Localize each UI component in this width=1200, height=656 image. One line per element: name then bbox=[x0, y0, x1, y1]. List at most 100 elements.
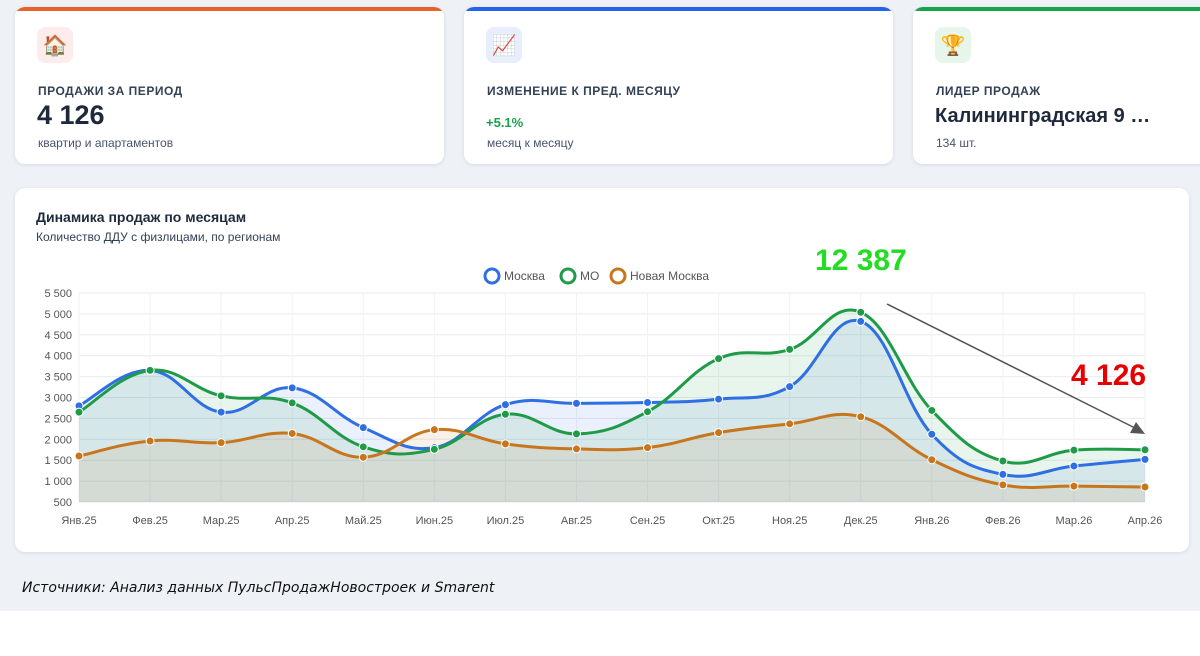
data-point-new-moscow bbox=[500, 439, 510, 449]
kpi-value: +5.1% bbox=[486, 115, 524, 130]
x-tick-label: Апр.26 bbox=[1128, 515, 1163, 527]
legend-marker-new-moscow bbox=[609, 267, 627, 285]
data-point-moscow bbox=[856, 316, 866, 326]
legend-marker-moscow bbox=[483, 267, 501, 285]
x-tick-label: Авг.25 bbox=[561, 515, 592, 527]
data-point-mo bbox=[145, 365, 155, 375]
series-area-new-moscow bbox=[79, 414, 1145, 502]
chart-card: Динамика продаж по месяцам Количество ДД… bbox=[15, 188, 1189, 552]
y-tick-label: 500 bbox=[54, 497, 72, 509]
x-tick-label: Фев.26 bbox=[985, 515, 1021, 527]
data-point-mo bbox=[358, 442, 368, 452]
data-point-mo bbox=[1069, 445, 1079, 455]
x-tick-label: Июл.25 bbox=[487, 515, 525, 527]
x-tick-label: Фев.25 bbox=[132, 515, 168, 527]
kpi-subtitle: квартир и апартаментов bbox=[38, 136, 174, 150]
data-point-moscow bbox=[643, 398, 653, 408]
y-tick-label: 2 000 bbox=[44, 434, 72, 446]
chart-subtitle: Количество ДДУ с физлицами, по регионам bbox=[36, 230, 281, 244]
data-point-new-moscow bbox=[1069, 481, 1079, 491]
data-point-new-moscow bbox=[1140, 482, 1150, 492]
kpi-label: ПРОДАЖИ ЗА ПЕРИОД bbox=[38, 84, 183, 98]
chart-up-icon: 📈 bbox=[486, 27, 522, 63]
data-point-mo bbox=[500, 409, 510, 419]
data-point-mo bbox=[216, 391, 226, 401]
x-tick-label: Окт.25 bbox=[702, 515, 735, 527]
data-point-moscow bbox=[216, 407, 226, 417]
card-accent-bar bbox=[464, 7, 893, 11]
x-tick-label: Ноя.25 bbox=[772, 515, 807, 527]
kpi-card-sales: 🏠 ПРОДАЖИ ЗА ПЕРИОД 4 126 квартир и апар… bbox=[15, 7, 444, 164]
data-point-moscow bbox=[358, 423, 368, 433]
kpi-value: 4 126 bbox=[37, 100, 105, 130]
data-point-moscow bbox=[1069, 461, 1079, 471]
trend-arrow-head bbox=[1130, 422, 1145, 434]
x-tick-label: Янв.26 bbox=[914, 515, 949, 527]
data-point-mo bbox=[1140, 445, 1150, 455]
series-area-moscow bbox=[79, 320, 1145, 502]
series-line-mo bbox=[78, 308, 1146, 465]
y-tick-label: 1 000 bbox=[44, 476, 72, 488]
annotation-peak: 12 387 bbox=[815, 244, 907, 277]
x-tick-label: Сен.25 bbox=[630, 515, 665, 527]
data-point-new-moscow bbox=[643, 443, 653, 453]
y-tick-label: 3 000 bbox=[44, 393, 72, 405]
annotation-last: 4 126 bbox=[1071, 359, 1146, 392]
data-point-mo bbox=[429, 444, 439, 454]
data-point-moscow bbox=[571, 398, 581, 408]
kpi-card-change: 📈 ИЗМЕНЕНИЕ К ПРЕД. МЕСЯЦУ +5.1% месяц к… bbox=[464, 7, 893, 164]
y-tick-label: 5 000 bbox=[44, 309, 72, 321]
kpi-label: ИЗМЕНЕНИЕ К ПРЕД. МЕСЯЦУ bbox=[487, 84, 681, 98]
series-line-new-moscow bbox=[78, 412, 1146, 489]
data-point-moscow bbox=[785, 382, 795, 392]
x-tick-label: Мар.26 bbox=[1056, 515, 1093, 527]
legend-marker-mo bbox=[559, 267, 577, 285]
data-point-mo bbox=[643, 407, 653, 417]
data-point-moscow bbox=[1140, 454, 1150, 464]
trend-arrow-line bbox=[886, 303, 1138, 430]
data-point-mo bbox=[714, 354, 724, 364]
data-point-new-moscow bbox=[287, 428, 297, 438]
data-point-new-moscow bbox=[998, 480, 1008, 490]
data-point-new-moscow bbox=[74, 451, 84, 461]
sales-line-chart: 500 1 000 1 500 2 000 2 500 3 000 3 500 4 000 4 … bbox=[44, 244, 1163, 527]
x-tick-label: Апр.25 bbox=[275, 515, 310, 527]
kpi-value: Калининградская 9 … bbox=[935, 105, 1151, 127]
data-point-mo bbox=[287, 398, 297, 408]
legend-label-mo: МО bbox=[580, 269, 599, 283]
data-point-moscow bbox=[500, 400, 510, 410]
chart-title: Динамика продаж по месяцам bbox=[36, 209, 247, 225]
data-point-new-moscow bbox=[571, 444, 581, 454]
card-accent-bar bbox=[913, 7, 1200, 11]
data-point-mo bbox=[571, 429, 581, 439]
data-point-mo bbox=[74, 407, 84, 417]
data-point-new-moscow bbox=[856, 412, 866, 422]
data-point-moscow bbox=[927, 429, 937, 439]
legend-label-new-moscow: Новая Москва bbox=[630, 269, 709, 283]
data-point-mo bbox=[927, 405, 937, 415]
kpi-subtitle: 134 шт. bbox=[936, 136, 977, 150]
y-tick-label: 1 500 bbox=[44, 455, 72, 467]
data-point-moscow bbox=[287, 383, 297, 393]
x-tick-label: Янв.25 bbox=[61, 515, 96, 527]
source-note: Источники: Анализ данных ПульсПродажНово… bbox=[22, 580, 495, 596]
data-point-mo bbox=[785, 344, 795, 354]
data-point-new-moscow bbox=[927, 455, 937, 465]
data-point-new-moscow bbox=[145, 436, 155, 446]
data-point-moscow bbox=[714, 394, 724, 404]
data-point-new-moscow bbox=[785, 419, 795, 429]
y-tick-label: 2 500 bbox=[44, 413, 72, 425]
kpi-label: ЛИДЕР ПРОДАЖ bbox=[936, 84, 1041, 98]
kpi-card-leader: 🏆 ЛИДЕР ПРОДАЖ Калининградская 9 … 134 ш… bbox=[913, 7, 1200, 164]
y-tick-label: 4 500 bbox=[44, 330, 72, 342]
series-line-moscow bbox=[78, 318, 1146, 478]
trophy-icon: 🏆 bbox=[935, 27, 971, 63]
x-tick-label: Мар.25 bbox=[203, 515, 240, 527]
x-tick-label: Май.25 bbox=[345, 515, 382, 527]
data-point-new-moscow bbox=[358, 452, 368, 462]
data-point-mo bbox=[856, 307, 866, 317]
house-icon: 🏠 bbox=[37, 27, 73, 63]
x-tick-label: Июн.25 bbox=[416, 515, 454, 527]
y-tick-label: 3 500 bbox=[44, 372, 72, 384]
data-point-mo bbox=[998, 456, 1008, 466]
